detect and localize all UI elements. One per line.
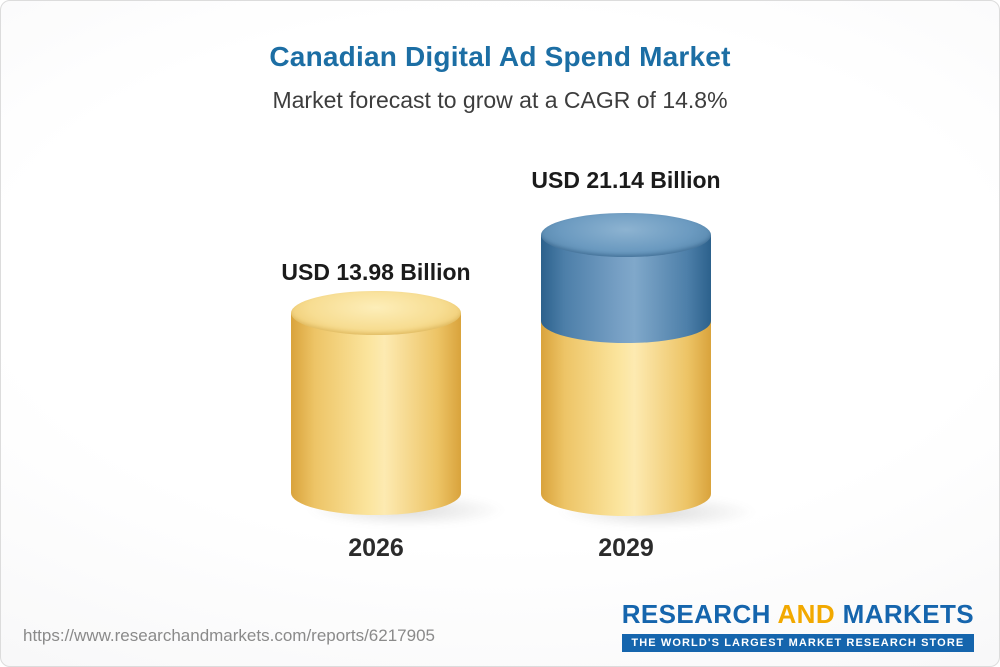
- logo-word-and: AND: [777, 599, 836, 629]
- x-axis-label-2026: 2026: [348, 534, 404, 562]
- bar-cylinder-2029: [541, 213, 711, 516]
- cylinder-top-face-2029: [541, 213, 711, 257]
- bar-cylinder-2026: [291, 291, 461, 515]
- cylinder-lower-segment-2029: [541, 321, 711, 516]
- chart-subtitle: Market forecast to grow at a CAGR of 14.…: [272, 87, 728, 113]
- x-axis-label-2029: 2029: [598, 534, 654, 562]
- cylinder-body-2026: [291, 313, 461, 515]
- research-and-markets-logo: RESEARCH AND MARKETS THE WORLD'S LARGEST…: [621, 599, 974, 652]
- chart-title: Canadian Digital Ad Spend Market: [269, 41, 731, 72]
- bar-value-label-2026: USD 13.98 Billion: [281, 259, 471, 285]
- bar-value-label-2029: USD 21.14 Billion: [531, 167, 721, 193]
- report-url: https://www.researchandmarkets.com/repor…: [23, 626, 435, 645]
- logo-wordmark: RESEARCH AND MARKETS: [622, 599, 974, 630]
- logo-tagline: THE WORLD'S LARGEST MARKET RESEARCH STOR…: [621, 634, 974, 652]
- logo-word-markets: MARKETS: [842, 599, 974, 629]
- logo-word-research: RESEARCH: [621, 599, 771, 629]
- cylinder-top-face-2026: [291, 291, 461, 335]
